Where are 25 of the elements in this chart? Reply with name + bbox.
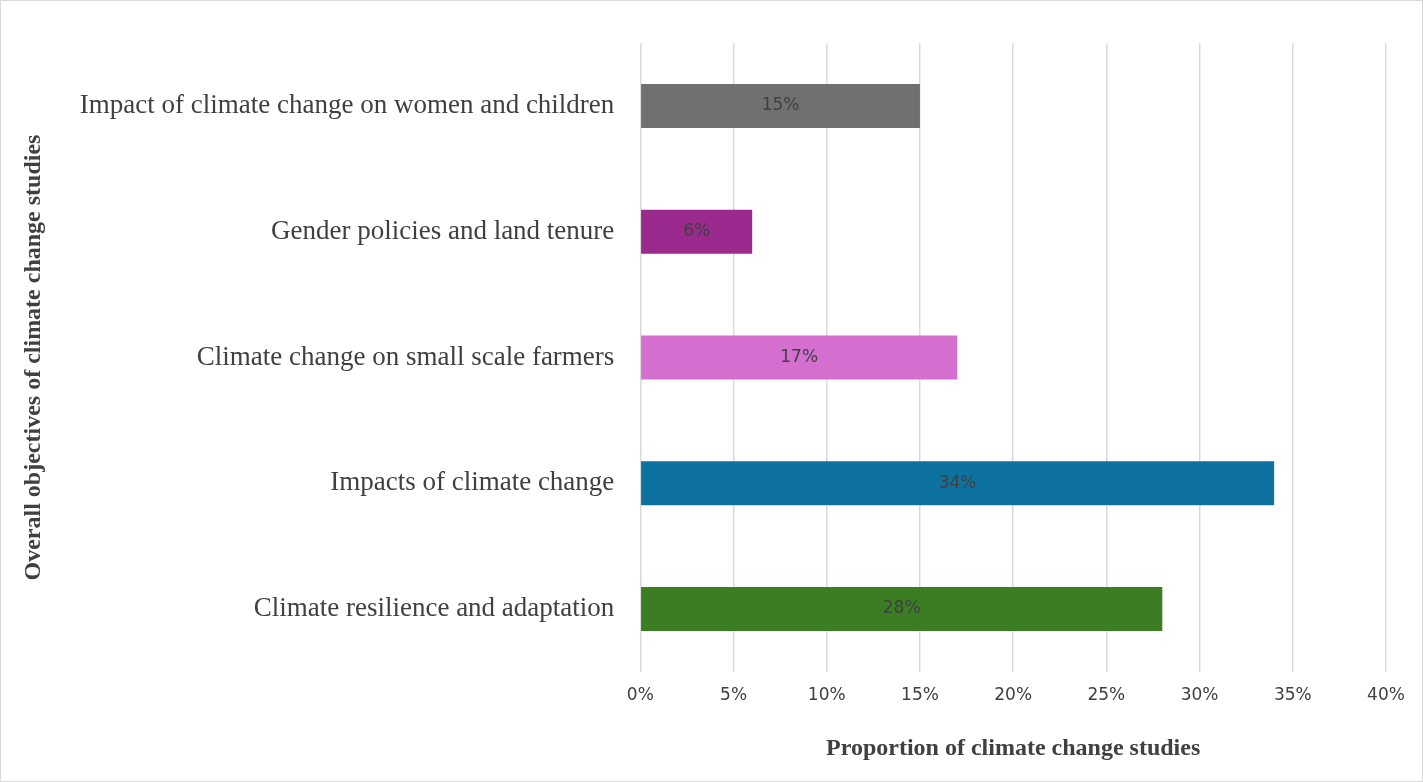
bar bbox=[641, 209, 753, 254]
bar bbox=[641, 84, 920, 129]
x-tick-label: 35% bbox=[1273, 684, 1312, 705]
x-tick-label: 15% bbox=[901, 684, 939, 705]
y-tick-label: Climate resilience and adaptation bbox=[253, 592, 615, 623]
x-tick-label: 40% bbox=[1367, 684, 1405, 705]
data-label: 28% bbox=[882, 597, 921, 618]
data-label: 34% bbox=[938, 471, 977, 492]
bar bbox=[641, 586, 1163, 631]
x-tick-label: 25% bbox=[1087, 684, 1126, 705]
x-tick-label: 0% bbox=[626, 684, 654, 705]
x-tick-label: 5% bbox=[720, 684, 748, 705]
x-tick-label: 30% bbox=[1180, 684, 1219, 705]
y-tick-label: Impact of climate change on women and children bbox=[79, 89, 615, 120]
x-tick-label: 20% bbox=[994, 684, 1033, 705]
bar bbox=[641, 335, 958, 380]
y-axis-title: Overall objectives of climate change studies bbox=[18, 134, 45, 581]
x-tick-label: 10% bbox=[807, 684, 846, 705]
data-label: 17% bbox=[780, 345, 819, 366]
y-tick-label: Climate change on small scale farmers bbox=[196, 340, 615, 371]
bar bbox=[641, 461, 1275, 506]
y-tick-label: Impacts of climate change bbox=[330, 466, 615, 497]
x-axis-title: Proportion of climate change studies bbox=[826, 733, 1201, 760]
y-tick-label: Gender policies and land tenure bbox=[270, 214, 615, 245]
data-label: 6% bbox=[683, 220, 711, 241]
